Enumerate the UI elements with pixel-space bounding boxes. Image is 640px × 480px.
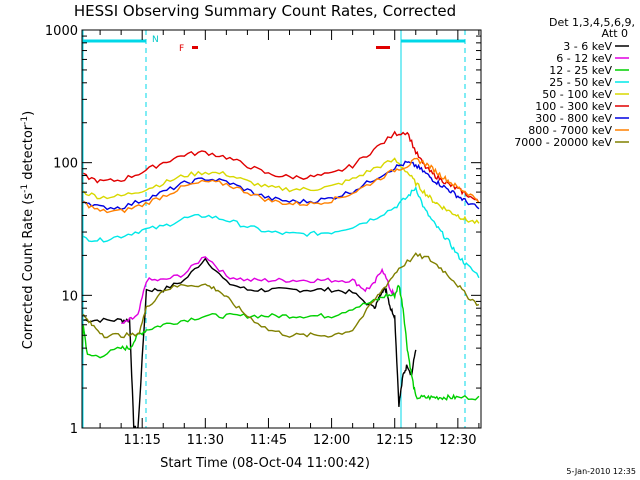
series-line <box>82 157 480 225</box>
legend-entry-label: 100 - 300 keV <box>535 100 612 113</box>
legend-entry-label: 800 - 7000 keV <box>528 124 612 137</box>
legend-entry-label: 300 - 800 keV <box>535 112 612 125</box>
chart-title: HESSI Observing Summary Count Rates, Cor… <box>74 2 456 20</box>
y-axis-label-exponent: -1 <box>20 116 30 125</box>
legend-entry-label: 50 - 100 keV <box>542 88 612 101</box>
legend-header: Det 1,3,4,5,6,9, <box>549 16 635 29</box>
flare-flag-label: F <box>179 44 184 54</box>
flare-flag-bar <box>192 46 198 49</box>
series-line <box>82 252 480 339</box>
x-tick-label: 11:45 <box>250 433 287 448</box>
plot-frame <box>81 29 482 429</box>
legend-entry-label: 12 - 25 keV <box>549 64 612 77</box>
svg-text:Corrected Count Rate (s-1 dete: Corrected Count Rate (s-1 detector-1) <box>20 111 36 349</box>
legend-header: Att 0 <box>602 27 628 40</box>
legend-entry-label: 25 - 50 keV <box>549 76 612 89</box>
y-axis-label: Corrected Count Rate (s-1 detector-1) <box>20 111 36 349</box>
series-line <box>83 157 480 214</box>
legend-entry-label: 6 - 12 keV <box>556 52 612 65</box>
y-tick-label: 1 <box>70 422 78 437</box>
x-axis-label: Start Time (08-Oct-04 11:00:42) <box>160 456 370 471</box>
y-tick-label: 100 <box>53 157 78 172</box>
y-axis-label-part: Corrected Count Rate (s <box>21 193 36 350</box>
series-line <box>120 256 396 324</box>
series-line <box>83 257 417 428</box>
y-axis-label-part: detector <box>21 124 36 184</box>
y-tick-label: 10 <box>61 289 78 304</box>
y-axis-label-part: ) <box>21 111 36 116</box>
night-flag-label: N <box>152 35 159 45</box>
y-tick-label: 1000 <box>45 24 78 39</box>
timestamp: 5-Jan-2010 12:35 <box>566 467 636 476</box>
x-tick-label: 12:15 <box>376 433 413 448</box>
y-axis-label-exponent: -1 <box>20 184 30 193</box>
flare-flag-bar <box>376 46 390 49</box>
plot-area: N F 1 10 100 1000 11:15 11:30 11:45 12:00 12:15 12:… <box>45 24 482 448</box>
legend-entry-label: 7000 - 20000 keV <box>514 136 612 149</box>
series-line <box>82 160 480 211</box>
legend-entry-label: 3 - 6 keV <box>563 40 612 53</box>
x-tick-label: 11:15 <box>123 433 160 448</box>
x-tick-label: 12:30 <box>439 433 476 448</box>
x-tick-label: 11:30 <box>187 433 224 448</box>
x-tick-label: 12:00 <box>313 433 350 448</box>
series-line <box>82 284 480 401</box>
series-line <box>82 185 480 279</box>
